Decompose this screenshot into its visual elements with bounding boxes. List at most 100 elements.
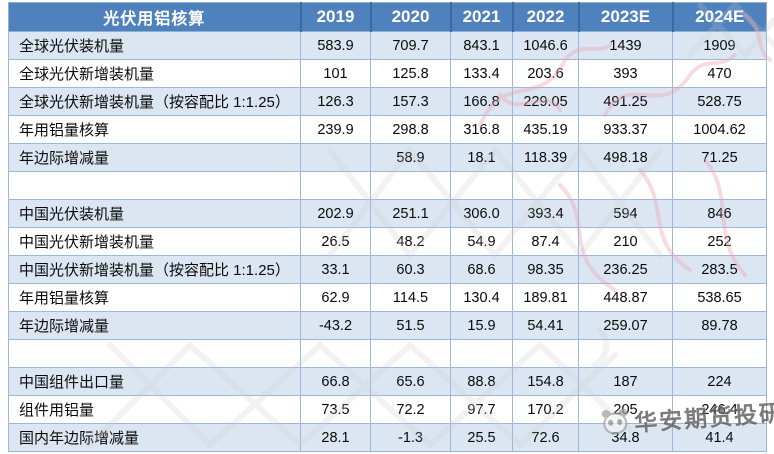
value-cell: 583.9 [300,31,371,60]
value-cell: 1439 [578,31,673,60]
column-header-2024e: 2024E [672,2,767,32]
value-cell: 393.4 [512,199,579,228]
row-label: 国内年边际增减量 [8,423,301,452]
value-cell: 130.4 [450,283,513,312]
value-cell: 203.6 [512,59,579,88]
value-cell: 224 [672,367,767,396]
row-label [8,171,301,200]
value-cell: 60.3 [370,255,451,284]
column-header-2022: 2022 [512,2,580,32]
pv-aluminum-table: 光伏用铝核算 2019 2020 2021 2022 2023E 2024E 全… [8,2,767,452]
value-cell: 25.5 [450,423,513,452]
value-cell: 101 [300,59,371,88]
value-cell [578,339,673,368]
value-cell: 72.6 [512,423,579,452]
value-cell: 1004.62 [672,115,767,144]
value-cell [450,339,513,368]
value-cell: 48.2 [370,227,451,256]
value-cell: 33.1 [300,255,371,284]
table-title: 光伏用铝核算 [8,2,302,32]
value-cell: 229.05 [512,87,579,116]
row-label: 中国组件出口量 [8,367,301,396]
value-cell: 435.19 [512,115,579,144]
value-cell [300,171,371,200]
value-cell [672,171,767,200]
table-row: 年用铝量核算 239.9 298.8 316.8 435.19 933.37 1004.62 [8,115,767,144]
value-cell: 316.8 [450,115,513,144]
table-row: 中国组件出口量 66.8 65.6 88.8 154.8 187 224 [8,367,767,396]
value-cell: 393 [578,59,673,88]
table-row: 全球光伏新增装机量 101 125.8 133.4 203.6 393 470 [8,59,767,88]
row-label: 中国光伏新增装机量 [8,227,301,256]
value-cell [512,171,579,200]
value-cell: 528.75 [672,87,767,116]
value-cell: 89.78 [672,311,767,340]
row-label: 全球光伏新增装机量（按容配比 1:1.25） [8,87,301,116]
value-cell: -1.3 [370,423,451,452]
value-cell: 28.1 [300,423,371,452]
value-cell: 298.8 [370,115,451,144]
value-cell: 125.8 [370,59,451,88]
value-cell: 538.65 [672,283,767,312]
value-cell: 709.7 [370,31,451,60]
data-table: 光伏用铝核算 2019 2020 2021 2022 2023E 2024E 全… [8,2,767,452]
value-cell: 133.4 [450,59,513,88]
value-cell: 205 [578,395,673,424]
value-cell: 187 [578,367,673,396]
value-cell: 846 [672,199,767,228]
value-cell: 54.9 [450,227,513,256]
value-cell [300,339,371,368]
table-row: 年边际增减量 -43.2 51.5 15.9 54.41 259.07 89.78 [8,311,767,340]
value-cell: 1046.6 [512,31,579,60]
table-row: 组件用铝量 73.5 72.2 97.7 170.2 205 246.4 [8,395,767,424]
row-label: 年边际增减量 [8,143,301,172]
table-row [8,339,767,368]
value-cell: 72.2 [370,395,451,424]
value-cell: 239.9 [300,115,371,144]
value-cell: 251.1 [370,199,451,228]
value-cell: 88.8 [450,367,513,396]
value-cell: 246.4 [672,395,767,424]
row-label: 组件用铝量 [8,395,301,424]
value-cell [450,171,513,200]
row-label: 年用铝量核算 [8,283,301,312]
value-cell: 154.8 [512,367,579,396]
value-cell: 252 [672,227,767,256]
value-cell [370,339,451,368]
column-header-2020: 2020 [370,2,452,32]
value-cell: 98.35 [512,255,579,284]
value-cell: 166.8 [450,87,513,116]
value-cell: 498.18 [578,143,673,172]
value-cell: 97.7 [450,395,513,424]
value-cell: 87.4 [512,227,579,256]
column-header-2019: 2019 [300,2,372,32]
column-header-2023e: 2023E [578,2,674,32]
value-cell: 236.25 [578,255,673,284]
value-cell: 71.25 [672,143,767,172]
value-cell: 114.5 [370,283,451,312]
value-cell: 259.07 [578,311,673,340]
value-cell: 68.6 [450,255,513,284]
table-row: 中国光伏新增装机量 26.5 48.2 54.9 87.4 210 252 [8,227,767,256]
value-cell: 51.5 [370,311,451,340]
value-cell: 34.8 [578,423,673,452]
row-label: 年用铝量核算 [8,115,301,144]
value-cell: 210 [578,227,673,256]
row-label: 中国光伏新增装机量（按容配比 1:1.25） [8,255,301,284]
table-row: 国内年边际增减量 28.1 -1.3 25.5 72.6 34.8 41.4 [8,423,767,452]
value-cell: 306.0 [450,199,513,228]
column-header-2021: 2021 [450,2,514,32]
value-cell: 157.3 [370,87,451,116]
value-cell: 283.5 [672,255,767,284]
value-cell [300,143,371,172]
value-cell [512,339,579,368]
value-cell: 62.9 [300,283,371,312]
value-cell: 118.39 [512,143,579,172]
row-label: 全球光伏装机量 [8,31,301,60]
table-row: 中国光伏新增装机量（按容配比 1:1.25） 33.1 60.3 68.6 98.35 2… [8,255,767,284]
value-cell: 1909 [672,31,767,60]
value-cell [672,339,767,368]
row-label: 全球光伏新增装机量 [8,59,301,88]
table-row: 全球光伏新增装机量（按容配比 1:1.25） 126.3 157.3 166.8 229… [8,87,767,116]
